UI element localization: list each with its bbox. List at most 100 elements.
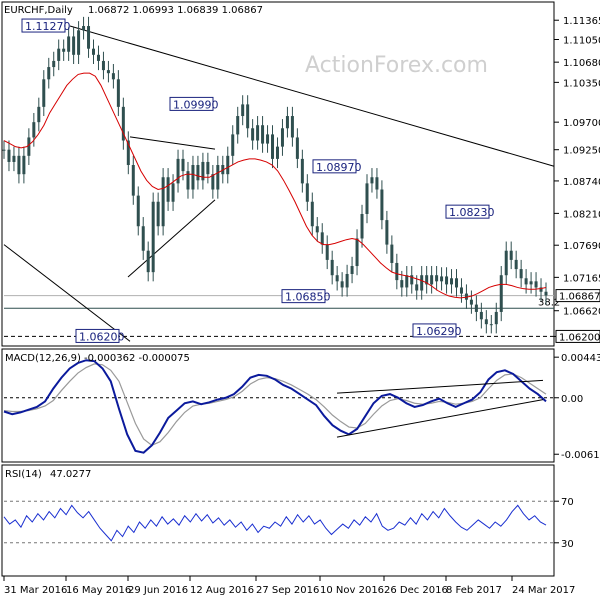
price-label-text: 1.11270 [25,20,71,33]
price-body [330,259,334,276]
price-body [290,116,294,138]
price-body [280,128,284,147]
current-price-box [555,289,600,303]
price-body [266,134,270,144]
price-body [504,250,508,276]
rsi-line [3,504,547,542]
price-y-tick-label: 1.07165 [563,273,600,284]
price-body [17,155,21,175]
price-body [37,106,41,123]
price-body [425,275,429,285]
price-body [161,177,165,227]
moving-average-line [3,72,547,299]
price-body [42,79,46,107]
macd-y-tick-label: 0.00 [561,394,583,405]
price-body [524,278,528,285]
price-body [256,125,260,141]
price-body [77,30,81,55]
price-body [196,165,200,181]
price-body [450,278,454,285]
price-body [181,158,185,172]
price-label-text: 1.08230 [449,206,495,219]
price-body [231,134,235,156]
price-body [92,48,96,55]
price-body [295,137,299,159]
price-label-box [281,289,326,304]
price-body [171,183,175,202]
price-label-text: 1.09990 [173,98,219,111]
price-y-tick-label: 1.08740 [563,177,600,188]
price-body [375,177,379,190]
price-body [335,275,339,282]
price-body [32,122,36,138]
x-tick-label: 27 Sep 2016 [256,585,319,596]
price-body [355,238,359,267]
price-body [226,155,230,175]
rsi-layer [3,500,554,544]
trendline-lower [3,244,131,342]
price-body [12,155,16,162]
watermark: ActionForex.com [305,53,488,78]
x-tick-label: 26 Dec 2016 [384,585,448,596]
x-tick-label: 29 Jun 2016 [128,585,188,596]
price-body [121,106,125,141]
price-label: 1.09990 [169,96,219,111]
price-body [360,213,364,239]
price-body [47,67,51,80]
rsi-panel-value: 47.0277 [50,469,91,480]
rsi-y-tick-label: 70 [561,497,574,508]
price-body [101,60,105,71]
price-body [440,276,444,282]
price-body [156,201,160,227]
price-y-tick-label: 1.10680 [563,58,600,69]
price-body [539,287,543,292]
price-body [469,299,473,305]
price-label-box [169,96,214,111]
price-body [72,36,76,55]
price-body [87,26,91,49]
price-body [52,60,56,68]
price-body [479,311,483,320]
price-y-tick-label: 1.11365 [563,16,600,27]
price-body [320,232,324,245]
price-body [509,250,513,260]
price-label: 1.06200 [75,328,125,343]
macd-line [3,359,547,454]
price-body [22,155,26,175]
price-body [430,275,434,285]
price-body [395,262,399,281]
price-body [370,177,374,184]
macd-panel-frame [1,348,555,463]
price-body [211,174,215,190]
price-y-tick-label: 1.11050 [563,36,600,47]
price-body [57,48,61,61]
price-body [459,287,463,294]
price-body [385,220,389,245]
price-body [340,281,344,288]
price-body [435,275,439,282]
trendline-upper [69,25,555,167]
price-body [271,134,275,159]
price-label: 1.06850 [281,289,331,304]
price-body [325,244,329,260]
x-tick-label: 16 May 2016 [66,585,131,596]
price-body [345,273,349,288]
price-label: 1.08970 [312,159,362,174]
price-body [2,149,6,151]
price-label-text: 1.08970 [316,161,362,174]
price-body [82,26,86,31]
macd-layer [3,359,554,454]
rsi-panel-frame [1,464,555,577]
price-body [191,165,195,190]
price-body [454,278,458,288]
price-label-box [312,159,357,174]
x-tick-label: 12 Aug 2016 [190,585,254,596]
price-body [365,183,369,214]
price-body [310,201,314,227]
price-body [206,161,210,175]
price-body [141,226,145,251]
price-y-tick-label: 1.10350 [563,78,600,89]
rsi-y-tick-label: 30 [561,539,574,550]
x-tick-label: 8 Feb 2017 [446,585,502,596]
